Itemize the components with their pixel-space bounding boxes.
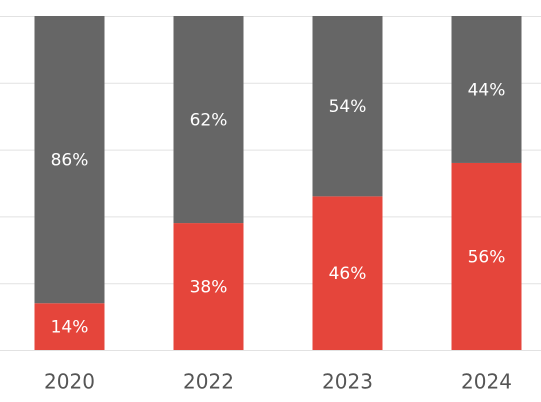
bar-segment bbox=[173, 16, 244, 224]
bar-segment bbox=[173, 223, 244, 350]
bar-segment bbox=[451, 16, 522, 163]
bar-segment bbox=[312, 16, 383, 197]
value-label: 54% bbox=[329, 97, 367, 117]
x-tick-label: 2022 bbox=[183, 370, 234, 394]
bar-segment bbox=[34, 16, 105, 304]
bar-segment bbox=[312, 196, 383, 350]
value-label: 46% bbox=[329, 264, 367, 284]
value-label: 86% bbox=[51, 151, 89, 171]
value-label: 14% bbox=[51, 318, 89, 338]
x-tick-label: 2024 bbox=[461, 370, 512, 394]
value-label: 38% bbox=[190, 278, 228, 298]
bar-segment bbox=[451, 162, 522, 350]
x-tick-label: 2023 bbox=[322, 370, 373, 394]
bar-segment bbox=[34, 303, 105, 350]
value-label: 62% bbox=[190, 111, 228, 131]
value-label: 56% bbox=[468, 247, 506, 267]
x-tick-label: 2020 bbox=[44, 370, 95, 394]
value-label: 44% bbox=[468, 80, 506, 100]
